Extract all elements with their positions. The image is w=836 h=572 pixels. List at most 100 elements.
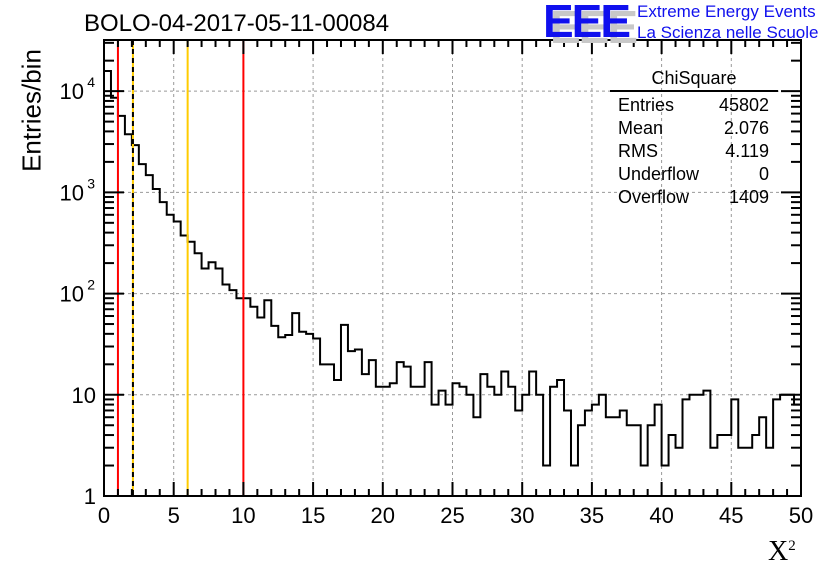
y-tick-label: 1 — [84, 484, 96, 509]
x-tick-label: 15 — [301, 503, 325, 528]
histogram-bin — [397, 362, 404, 496]
histogram-bin — [167, 215, 174, 496]
histogram-bin — [669, 435, 676, 496]
eee-logo-mark: EEE — [543, 0, 631, 47]
histogram-bin — [348, 351, 355, 496]
histogram-bin — [466, 395, 473, 496]
y-tick-exponent: 4 — [87, 74, 95, 90]
stats-label: RMS — [618, 141, 658, 161]
histogram-bin — [648, 425, 655, 496]
stats-box: ChiSquare Entries 45802 Mean 2.076 RMS 4.11… — [610, 68, 778, 209]
histogram-bin — [592, 405, 599, 496]
histogram-bin — [599, 395, 606, 496]
histogram-bin — [299, 332, 306, 496]
histogram-bin — [264, 300, 271, 496]
histogram-bin — [766, 448, 773, 496]
histogram-bin — [418, 387, 425, 496]
y-tick-exponent: 3 — [87, 175, 95, 191]
histogram-bin — [613, 417, 620, 496]
stats-label: Underflow — [618, 164, 700, 184]
x-tick-label: 35 — [580, 503, 604, 528]
histogram-bin — [104, 71, 111, 496]
stats-value: 2.076 — [723, 118, 769, 138]
x-tick-label: 5 — [168, 503, 180, 528]
logo-line-1: Extreme Energy Events — [637, 2, 816, 21]
stats-title: ChiSquare — [610, 68, 778, 92]
histogram-bin — [487, 387, 494, 496]
histogram-bin — [327, 364, 334, 496]
histogram-bin — [320, 364, 327, 496]
histogram-bin — [494, 395, 501, 496]
histogram-bin — [160, 202, 167, 496]
stats-row-overflow: Overflow 1409 — [610, 186, 778, 209]
x-axis-label-base: X — [768, 536, 789, 567]
histogram-bin — [257, 318, 264, 496]
histogram-bin — [557, 380, 564, 496]
histogram-bin — [222, 284, 229, 496]
histogram-bin — [390, 383, 397, 496]
histogram-bin — [139, 164, 146, 496]
histogram-bin — [515, 410, 522, 496]
x-tick-label: 30 — [510, 503, 534, 528]
x-tick-label: 20 — [371, 503, 395, 528]
histogram-bin — [759, 417, 766, 496]
histogram-bin — [153, 189, 160, 496]
x-axis-label: X2 — [768, 536, 796, 568]
histogram-bin — [738, 448, 745, 496]
x-axis-label-exp: 2 — [788, 538, 796, 554]
histogram-bin — [446, 405, 453, 496]
x-tick-label: 40 — [649, 503, 673, 528]
histogram-bin — [522, 395, 529, 496]
histogram-bin — [689, 395, 696, 496]
histogram-bin — [174, 222, 181, 496]
stats-row-entries: Entries 45802 — [610, 94, 778, 117]
y-axis-label: Entries/bin — [16, 49, 47, 172]
histogram-bin — [717, 435, 724, 496]
histogram-bin — [696, 395, 703, 496]
histogram-bin — [683, 399, 690, 496]
stats-label: Mean — [618, 118, 664, 138]
histogram-bin — [536, 395, 543, 496]
histogram-bin — [620, 410, 627, 496]
histogram-bin — [181, 235, 188, 496]
histogram-bin — [676, 448, 683, 496]
stats-row-mean: Mean 2.076 — [610, 117, 778, 140]
histogram-bin — [111, 98, 118, 496]
stats-row-rms: RMS 4.119 — [610, 140, 778, 163]
histogram-bin — [250, 307, 257, 496]
histogram-bin — [731, 399, 738, 496]
histogram-bin — [376, 387, 383, 496]
histogram-bin — [655, 405, 662, 496]
histogram-bin — [341, 325, 348, 496]
histogram-bin — [118, 116, 125, 496]
histogram-bin — [745, 448, 752, 496]
histogram-bin — [306, 334, 313, 496]
logo-line-2: La Scienza nelle Scuole — [637, 23, 819, 42]
x-tick-label: 25 — [440, 503, 464, 528]
histogram-bin — [209, 262, 216, 496]
histogram-bin — [459, 387, 466, 496]
histogram-bin — [571, 466, 578, 496]
histogram-bin — [216, 268, 223, 496]
histogram-bin — [285, 335, 292, 496]
histogram-outline — [103, 70, 801, 496]
stats-value: 1409 — [728, 187, 769, 207]
y-tick-exponent: 2 — [87, 277, 95, 293]
histogram-bin — [432, 405, 439, 496]
x-tick-label: 10 — [231, 503, 255, 528]
histogram-bin — [411, 387, 418, 496]
histogram-bin — [508, 387, 515, 496]
histogram-bin — [313, 338, 320, 496]
stats-label: Overflow — [618, 187, 690, 207]
y-tick-label: 10 — [60, 79, 84, 104]
histogram-bin — [752, 435, 759, 496]
histogram-bin — [453, 383, 460, 496]
histogram-bin — [606, 417, 613, 496]
histogram-bin — [627, 425, 634, 496]
y-tick-label: 10 — [60, 180, 84, 205]
histogram-bin — [439, 391, 446, 496]
histogram-bin — [369, 360, 376, 496]
histogram-bin — [543, 466, 550, 496]
histogram-bin — [585, 410, 592, 496]
